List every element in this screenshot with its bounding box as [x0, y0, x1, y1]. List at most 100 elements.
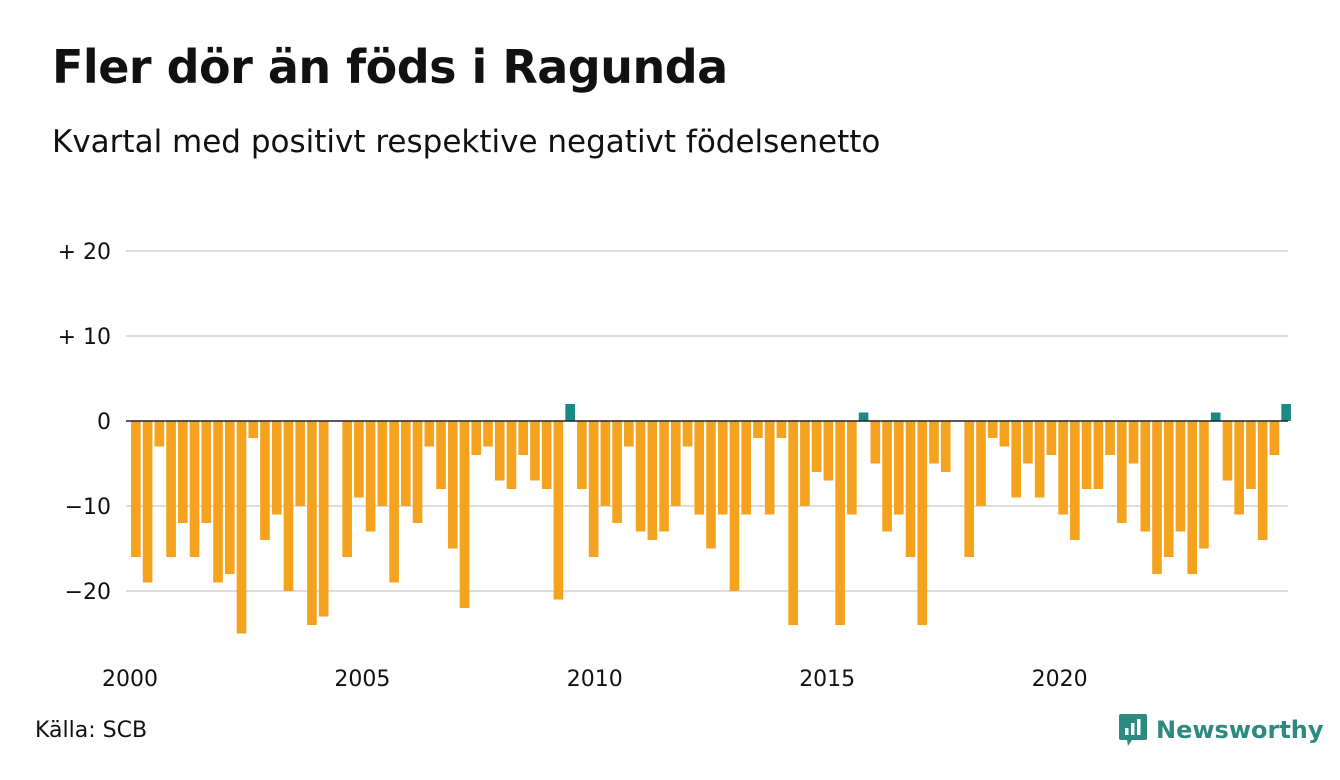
- bar-negative: [131, 421, 141, 557]
- bar-negative: [1257, 421, 1268, 540]
- bar-negative: [764, 421, 775, 515]
- bar-negative: [1199, 421, 1209, 549]
- source-note: Källa: SCB: [35, 718, 148, 743]
- bar-negative: [365, 421, 376, 532]
- bar-negative: [260, 421, 270, 540]
- bar-negative: [1058, 421, 1068, 515]
- bar-negative: [1117, 421, 1127, 523]
- bar-negative: [835, 421, 845, 625]
- bar-negative: [342, 421, 352, 557]
- bar-negative: [354, 421, 364, 498]
- bar-negative: [577, 421, 587, 489]
- bar-positive: [1281, 404, 1291, 421]
- bar-negative: [447, 421, 458, 549]
- bar-negative: [295, 421, 305, 506]
- bar-negative: [940, 421, 951, 472]
- x-tick-label: 2020: [1032, 667, 1088, 692]
- bar-negative: [647, 421, 658, 540]
- bar-positive: [565, 404, 575, 421]
- x-axis-labels: 2000 2005 2010 2015 2020: [102, 667, 1088, 692]
- bar-negative: [1070, 421, 1080, 540]
- y-tick-label: + 20: [58, 240, 111, 265]
- y-tick-label: −10: [65, 495, 111, 520]
- bar-positive: [858, 412, 869, 421]
- bar-negative: [1234, 421, 1244, 515]
- bar-negative: [213, 421, 223, 583]
- bar-negative: [459, 421, 470, 608]
- bar-negative: [283, 421, 294, 591]
- bar-negative: [271, 421, 282, 515]
- bar-negative: [189, 421, 200, 557]
- bar-negative: [412, 421, 423, 523]
- bar-negative: [588, 421, 599, 557]
- bar-negative: [635, 421, 646, 532]
- bar-negative: [788, 421, 798, 625]
- bar-negative: [166, 421, 176, 557]
- bars: [131, 404, 1291, 634]
- bar-negative: [541, 421, 552, 489]
- bar-negative: [224, 421, 235, 574]
- bar-negative: [1105, 421, 1115, 455]
- bar-negative: [389, 421, 399, 583]
- bar-negative: [1269, 421, 1280, 455]
- bar-negative: [694, 421, 705, 515]
- bar-negative: [553, 421, 564, 600]
- bar-negative: [1163, 421, 1174, 557]
- bar-negative: [905, 421, 916, 557]
- bar-negative: [999, 421, 1010, 447]
- bar-negative: [307, 421, 317, 625]
- chart-title: Fler dör än föds i Ragunda: [52, 40, 728, 94]
- bar-negative: [753, 421, 763, 438]
- bar-negative: [424, 421, 435, 447]
- bar-negative: [154, 421, 165, 447]
- bar-negative: [318, 421, 329, 617]
- bar-negative: [729, 421, 740, 591]
- bar-negative: [776, 421, 787, 438]
- bar-negative: [670, 421, 681, 506]
- bar-negative: [917, 421, 928, 625]
- bar-negative: [1128, 421, 1139, 464]
- bar-negative: [800, 421, 810, 506]
- bar-negative: [847, 421, 857, 515]
- bar-negative: [248, 421, 259, 438]
- y-tick-label: + 10: [58, 325, 111, 350]
- bar-negative: [682, 421, 693, 447]
- bar-negative: [1140, 421, 1151, 532]
- bar-negative: [1246, 421, 1256, 489]
- bar-positive: [1210, 412, 1221, 421]
- bar-chart: + 20 + 10 0 −10 −20 2000 2005 2010 2015 2020: [58, 240, 1291, 692]
- bar-negative: [1093, 421, 1104, 489]
- x-tick-label: 2015: [799, 667, 855, 692]
- bar-negative: [1034, 421, 1045, 498]
- bar-negative: [823, 421, 834, 481]
- bar-negative: [987, 421, 998, 438]
- y-axis-labels: + 20 + 10 0 −10 −20: [58, 240, 111, 605]
- y-tick-label: 0: [97, 410, 111, 435]
- bar-negative: [600, 421, 611, 506]
- bar-negative: [401, 421, 411, 506]
- bar-negative: [893, 421, 904, 515]
- bar-negative: [1222, 421, 1233, 481]
- bar-negative: [811, 421, 822, 472]
- bar-negative: [1046, 421, 1057, 455]
- bar-negative: [964, 421, 975, 557]
- bar-negative: [717, 421, 728, 515]
- bar-negative: [471, 421, 482, 455]
- bar-negative: [1187, 421, 1198, 574]
- newsworthy-icon: [1119, 714, 1147, 746]
- bar-negative: [870, 421, 881, 464]
- bar-negative: [1011, 421, 1021, 498]
- bar-negative: [530, 421, 540, 481]
- bar-negative: [659, 421, 669, 532]
- bar-negative: [741, 421, 752, 515]
- bar-negative: [882, 421, 892, 532]
- chart-subtitle: Kvartal med positivt respektive negativt…: [52, 124, 881, 160]
- bar-negative: [518, 421, 529, 455]
- newsworthy-logo[interactable]: Newsworthy: [1118, 712, 1324, 748]
- bar-negative: [1152, 421, 1162, 574]
- bar-negative: [1023, 421, 1033, 464]
- bar-negative: [624, 421, 634, 447]
- bar-negative: [706, 421, 716, 549]
- bar-negative: [929, 421, 939, 464]
- bar-negative: [483, 421, 493, 447]
